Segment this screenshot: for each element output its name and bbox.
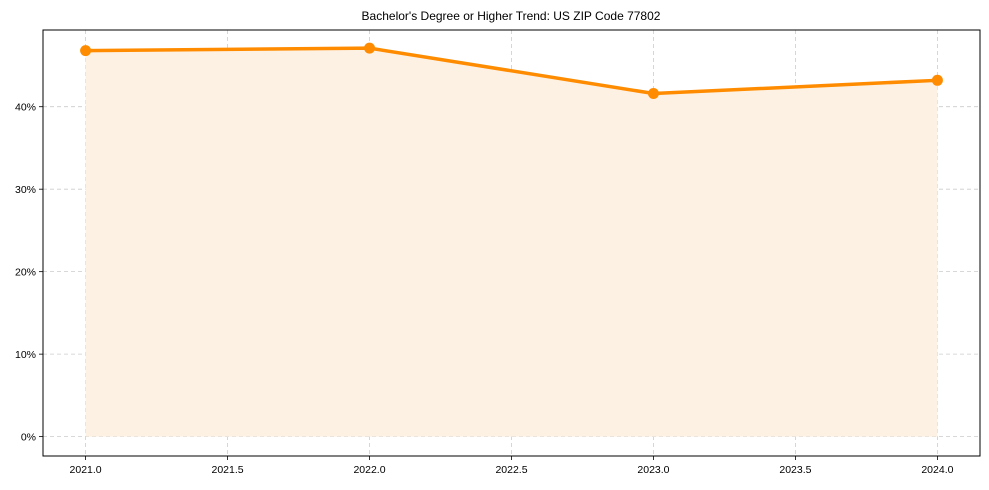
axes: 2021.0 2021.5 2022.0 2022.5 2023.0 2023.5 2024… (15, 29, 981, 476)
y-tick-label: 30% (15, 184, 36, 196)
x-tick-label: 2021.0 (70, 464, 102, 476)
x-tick-label: 2021.5 (211, 464, 243, 476)
x-tick-label: 2023.0 (637, 464, 669, 476)
data-point-marker (931, 74, 943, 86)
area-fill (85, 48, 938, 437)
x-tick-label: 2022.5 (495, 464, 527, 476)
x-tick-label: 2024.0 (921, 464, 953, 476)
data-point-marker (647, 88, 659, 100)
data-point-marker (364, 42, 376, 54)
chart-title: Bachelor's Degree or Higher Trend: US ZI… (362, 9, 661, 23)
y-tick-label: 10% (15, 349, 36, 361)
series (80, 42, 943, 437)
y-tick-label: 0% (21, 432, 36, 444)
y-tick-label: 40% (15, 102, 36, 114)
y-tick-label: 20% (15, 267, 36, 279)
x-tick-label: 2023.5 (779, 464, 811, 476)
x-tick-label: 2022.0 (353, 464, 385, 476)
data-point-marker (80, 45, 92, 57)
series-line (83, 46, 940, 96)
